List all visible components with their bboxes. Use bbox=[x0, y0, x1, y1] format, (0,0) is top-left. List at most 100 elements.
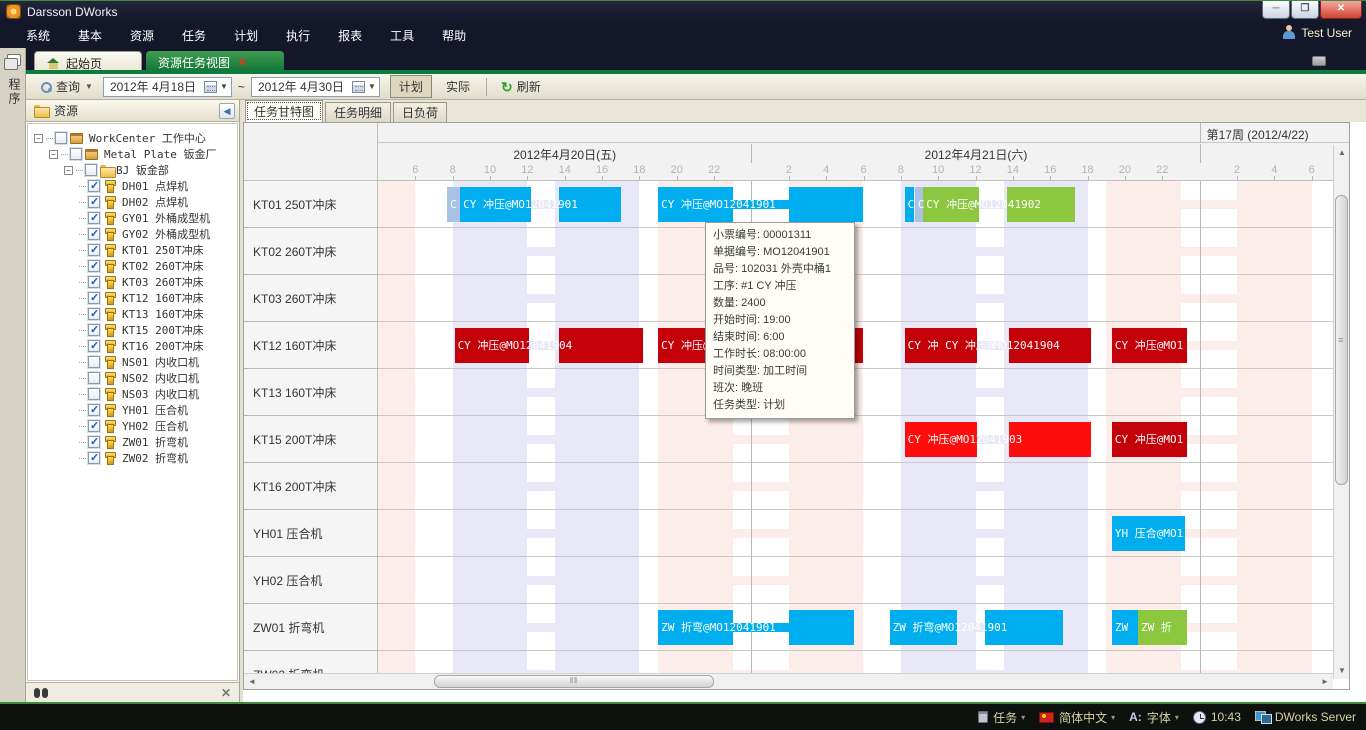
date-to-dropdown-arrow-icon[interactable]: ▼ bbox=[368, 82, 376, 91]
task-bar[interactable] bbox=[1111, 516, 1185, 551]
tree-item-bj[interactable]: − BJ 钣金部 bbox=[32, 162, 237, 178]
task-bar[interactable] bbox=[904, 422, 978, 457]
menu-item-5[interactable]: 执行 bbox=[286, 28, 311, 43]
task-bar[interactable] bbox=[904, 187, 914, 222]
task-bar[interactable] bbox=[1111, 422, 1187, 457]
tree-checkbox[interactable] bbox=[88, 388, 100, 400]
tree-checkbox[interactable] bbox=[88, 356, 100, 368]
tree-checkbox[interactable] bbox=[88, 403, 100, 416]
task-bar[interactable] bbox=[1111, 610, 1138, 645]
task-bar[interactable] bbox=[914, 187, 924, 222]
status-item-4[interactable]: DWorks Server bbox=[1254, 710, 1356, 724]
tree-checkbox[interactable] bbox=[88, 435, 100, 448]
tree-item-gy02[interactable]: GY02 外桶成型机 bbox=[32, 226, 237, 242]
task-bar[interactable] bbox=[460, 187, 532, 222]
tree-checkbox[interactable] bbox=[88, 339, 100, 352]
tree-item-kt01[interactable]: KT01 250T冲床 bbox=[32, 242, 237, 258]
tree-item-kt03[interactable]: KT03 260T冲床 bbox=[32, 274, 237, 290]
plan-toggle-button[interactable]: 计划 bbox=[389, 75, 432, 98]
tree-item-metal[interactable]: − Metal Plate 钣金厂 bbox=[32, 146, 237, 162]
tree-checkbox[interactable] bbox=[85, 164, 97, 176]
tree-checkbox[interactable] bbox=[88, 227, 100, 240]
status-item-3[interactable]: 10:43 bbox=[1192, 710, 1241, 724]
calendar-icon[interactable] bbox=[352, 80, 365, 93]
tab-resource-task-view[interactable]: 资源任务视图 ✕ bbox=[146, 51, 284, 74]
scroll-up-icon[interactable]: ▲ bbox=[1334, 145, 1349, 161]
tab-close-icon[interactable]: ✕ bbox=[238, 57, 248, 69]
menu-item-8[interactable]: 帮助 bbox=[442, 28, 467, 43]
status-item-2[interactable]: A: 字体 ▾ bbox=[1129, 709, 1179, 726]
date-from-dropdown-arrow-icon[interactable]: ▼ bbox=[220, 82, 228, 91]
panel-close-icon[interactable]: ✕ bbox=[220, 685, 231, 700]
tree-item-yh02[interactable]: YH02 压合机 bbox=[32, 418, 237, 434]
binoculars-icon[interactable] bbox=[34, 687, 48, 698]
user-indicator[interactable]: Test User bbox=[1282, 25, 1352, 40]
tree-checkbox[interactable] bbox=[88, 243, 100, 256]
tab-home[interactable]: 起始页 bbox=[34, 51, 142, 74]
task-bar[interactable] bbox=[923, 187, 980, 222]
query-dropdown-arrow-icon[interactable]: ▼ bbox=[85, 82, 93, 91]
task-bar[interactable] bbox=[454, 328, 530, 363]
tree-item-ns01[interactable]: NS01 内收口机 bbox=[32, 354, 237, 370]
menu-item-1[interactable]: 基本 bbox=[78, 28, 103, 43]
scroll-down-icon[interactable]: ▼ bbox=[1334, 663, 1349, 679]
task-bar[interactable] bbox=[559, 328, 644, 363]
actual-toggle-button[interactable]: 实际 bbox=[445, 80, 470, 94]
task-bar[interactable] bbox=[1007, 187, 1075, 222]
menu-item-3[interactable]: 任务 bbox=[182, 28, 207, 43]
tree-item-kt12[interactable]: KT12 160T冲床 bbox=[32, 290, 237, 306]
refresh-button[interactable]: ↻ 刷新 bbox=[495, 76, 547, 97]
tree-checkbox[interactable] bbox=[88, 372, 100, 384]
task-bar[interactable] bbox=[1111, 328, 1187, 363]
task-bar[interactable] bbox=[904, 328, 978, 363]
tree-checkbox[interactable] bbox=[70, 148, 82, 160]
menu-item-7[interactable]: 工具 bbox=[390, 28, 415, 43]
tree-checkbox[interactable] bbox=[55, 132, 67, 144]
minimize-button[interactable]: ─ bbox=[1262, 1, 1290, 19]
status-item-0[interactable]: 任务 ▾ bbox=[978, 709, 1025, 726]
tree-item-ns03[interactable]: NS03 内收口机 bbox=[32, 386, 237, 402]
tree-item-dh02[interactable]: DH02 点焊机 bbox=[32, 194, 237, 210]
restore-button[interactable]: ❐ bbox=[1291, 1, 1319, 19]
tree-collapse-icon[interactable]: − bbox=[64, 165, 73, 175]
menu-item-0[interactable]: 系统 bbox=[26, 28, 51, 43]
task-bar[interactable] bbox=[559, 187, 621, 222]
tree-item-zw02[interactable]: ZW02 折弯机 bbox=[32, 450, 237, 466]
tree-item-kt15[interactable]: KT15 200T冲床 bbox=[32, 322, 237, 338]
vertical-scrollbar[interactable]: ▲ ▼ bbox=[1333, 145, 1349, 679]
program-side-strip[interactable]: 程序 bbox=[0, 48, 26, 702]
task-bar[interactable] bbox=[788, 187, 864, 222]
dropdown-arrow-icon[interactable]: ▾ bbox=[1174, 712, 1179, 722]
tree-checkbox[interactable] bbox=[88, 323, 100, 336]
close-button[interactable]: ✕ bbox=[1320, 1, 1362, 19]
tree-collapse-icon[interactable]: − bbox=[49, 149, 58, 159]
task-bar[interactable] bbox=[1137, 610, 1187, 645]
gantt-tab-0[interactable]: 任务甘特图 bbox=[245, 100, 324, 122]
tree-item-gy01[interactable]: GY01 外桶成型机 bbox=[32, 210, 237, 226]
tree-item-dh01[interactable]: DH01 点焊机 bbox=[32, 178, 237, 194]
horizontal-scroll-thumb[interactable] bbox=[434, 675, 714, 688]
scroll-left-icon[interactable]: ◄ bbox=[248, 677, 256, 686]
tree-item-kt13[interactable]: KT13 160T冲床 bbox=[32, 306, 237, 322]
horizontal-scrollbar[interactable]: ◄ ► bbox=[244, 673, 1333, 689]
dropdown-arrow-icon[interactable]: ▾ bbox=[1111, 712, 1116, 722]
task-bar[interactable] bbox=[1009, 328, 1092, 363]
tree-item-kt02[interactable]: KT02 260T冲床 bbox=[32, 258, 237, 274]
task-bar[interactable] bbox=[788, 610, 855, 645]
tree-checkbox[interactable] bbox=[88, 419, 100, 432]
tree-checkbox[interactable] bbox=[88, 259, 100, 272]
tree-item-ns02[interactable]: NS02 内收口机 bbox=[32, 370, 237, 386]
status-item-1[interactable]: 简体中文 ▾ bbox=[1039, 709, 1115, 726]
task-bar[interactable] bbox=[447, 187, 461, 222]
calendar-icon[interactable] bbox=[204, 80, 217, 93]
tree-item-kt16[interactable]: KT16 200T冲床 bbox=[32, 338, 237, 354]
collapse-panel-button[interactable]: ◀ bbox=[219, 102, 235, 119]
tree-checkbox[interactable] bbox=[88, 211, 100, 224]
menu-item-2[interactable]: 资源 bbox=[130, 28, 155, 43]
dropdown-arrow-icon[interactable]: ▾ bbox=[1021, 712, 1026, 722]
task-bar[interactable] bbox=[658, 187, 733, 222]
tree-checkbox[interactable] bbox=[88, 451, 100, 464]
tree-item-zw01[interactable]: ZW01 折弯机 bbox=[32, 434, 237, 450]
gantt-tab-1[interactable]: 任务明细 bbox=[325, 102, 392, 122]
panel-icon[interactable] bbox=[1312, 56, 1326, 66]
